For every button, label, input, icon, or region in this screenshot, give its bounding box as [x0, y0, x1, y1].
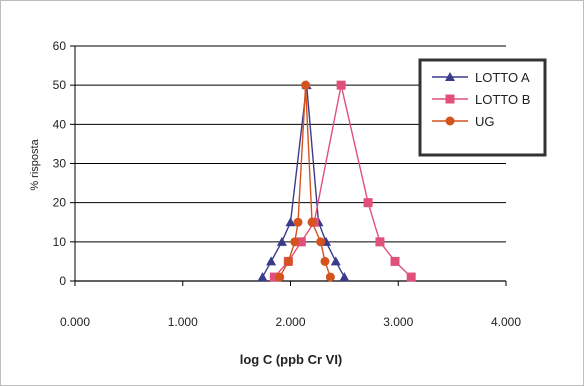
data-point-ug	[316, 237, 326, 247]
y-tick-label: 40	[53, 117, 67, 131]
x-tick-label: 1.000	[168, 315, 198, 329]
y-tick-label: 30	[53, 157, 67, 171]
data-point-ug	[275, 272, 285, 282]
x-tick-label: 4.000	[491, 315, 521, 329]
series-layer	[257, 80, 416, 282]
y-tick-label: 0	[59, 274, 66, 288]
data-point-ug	[283, 256, 293, 266]
legend-marker-lotto-b	[445, 94, 455, 104]
data-point-ug	[307, 217, 317, 227]
data-point-lotto-a	[257, 272, 268, 282]
legend-entry-lotto-b: LOTTO B	[432, 92, 530, 107]
data-point-lotto-b	[296, 237, 306, 247]
data-point-lotto-a	[339, 272, 350, 282]
data-point-lotto-b	[363, 198, 373, 208]
series-ug	[275, 80, 335, 282]
x-tick-label: 3.000	[383, 315, 413, 329]
data-point-lotto-a	[285, 217, 296, 227]
legend-entry-ug: UG	[432, 114, 495, 129]
data-point-lotto-b	[390, 256, 400, 266]
y-tick-label: 50	[53, 78, 67, 92]
legend-label-lotto-a: LOTTO A	[475, 70, 530, 85]
data-point-lotto-b	[269, 272, 279, 282]
data-point-ug	[290, 237, 300, 247]
data-point-lotto-b	[375, 237, 385, 247]
data-point-lotto-a	[276, 236, 287, 246]
y-tick-label: 10	[53, 235, 67, 249]
data-point-ug	[325, 272, 335, 282]
data-point-ug	[320, 256, 330, 266]
legend: LOTTO A LOTTO B UG	[418, 58, 547, 157]
legend-entry-lotto-a: LOTTO A	[432, 70, 530, 85]
legend-box	[418, 58, 547, 157]
data-point-ug	[301, 80, 311, 90]
data-point-lotto-a	[330, 256, 341, 266]
y-axis-title: % risposta	[29, 138, 41, 190]
legend-marker-ug	[445, 116, 455, 126]
y-tick-label: 20	[53, 196, 67, 210]
legend-label-lotto-b: LOTTO B	[475, 92, 530, 107]
x-axis-title: log C (ppb Cr VI)	[240, 352, 343, 367]
data-point-lotto-a	[266, 256, 277, 266]
axes: 0 10 20 30 40 50 60 0.000 1.000 2.000 3.000 4.000	[53, 39, 522, 329]
y-tick-label: 60	[53, 39, 67, 53]
legend-label-ug: UG	[475, 114, 495, 129]
x-tick-label: 2.000	[275, 315, 305, 329]
data-point-ug	[293, 217, 303, 227]
x-tick-label: 0.000	[60, 315, 90, 329]
data-point-lotto-b	[336, 80, 346, 90]
data-point-lotto-b	[406, 272, 416, 282]
legend-marker-lotto-a	[445, 72, 455, 81]
